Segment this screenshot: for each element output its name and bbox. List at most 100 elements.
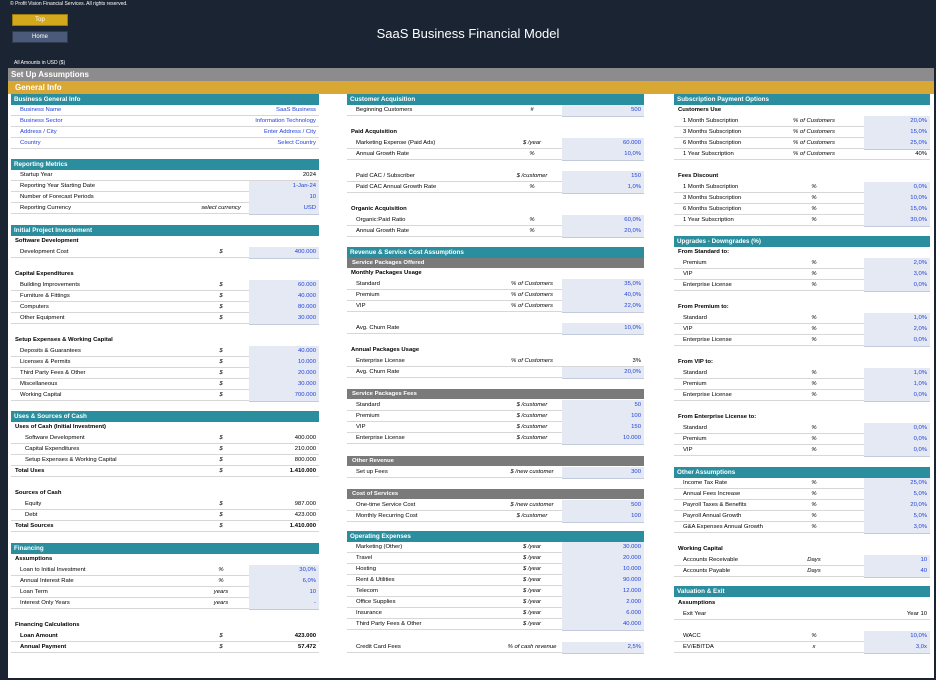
value-input[interactable]: 300 [562, 467, 644, 479]
row-unit: % [811, 370, 817, 376]
copyright-text: © Profit Vision Financial Services. All … [10, 1, 128, 7]
uses-title: Uses of Cash (Initial Investment) [15, 424, 106, 430]
row-unit: % [811, 633, 817, 639]
input-row: 6 Months Subscription% 15,0% [674, 204, 930, 216]
value-input[interactable]: 1,0% [562, 182, 644, 194]
input-row: Premium $ /customer 100 [347, 411, 644, 423]
row-unit: % [811, 425, 817, 431]
row-unit: select currency [201, 205, 241, 211]
value-input[interactable]: 10,0% [562, 323, 644, 335]
business-info-header: Business General Info [11, 94, 319, 105]
value-input[interactable]: 2,5% [562, 642, 644, 654]
row-unit: % of Customers [511, 303, 553, 309]
input-row: Business Name SaaS Business [11, 105, 319, 116]
row-label: VIP [356, 303, 366, 309]
value-input[interactable]: USD [249, 203, 319, 215]
value-input[interactable]: 22,0% [562, 301, 644, 313]
value-input[interactable]: 20,0% [562, 226, 644, 238]
input-row: Standard% of Customers 35,0% [347, 279, 644, 291]
value-input[interactable]: 10.000 [562, 433, 644, 445]
input-row: Equity $987.000 [11, 499, 319, 510]
row-unit: $ [219, 435, 223, 441]
value-cell: 987.000 [294, 501, 316, 507]
input-row: VIP% 2,0% [674, 324, 930, 336]
row-label: Building Improvements [20, 282, 80, 288]
value-cell: 2024 [302, 172, 316, 178]
home-button[interactable]: Home [12, 31, 68, 43]
input-row: Working Capital $700.000 [11, 390, 319, 402]
page-title: SaaS Business Financial Model [376, 26, 560, 41]
row-unit: % [218, 567, 224, 573]
value-input[interactable]: 0,0% [864, 335, 930, 347]
service-fees-header: Service Packages Fees [347, 389, 644, 399]
row-label: Setup Expenses & Working Capital [25, 457, 117, 463]
input-row: 1 Month Subscription% 0,0% [674, 182, 930, 194]
amounts-note: All Amounts in USD ($) [14, 60, 66, 66]
row-label: Organic:Paid Ratio [356, 217, 406, 223]
row-label: WACC [683, 633, 701, 639]
value-input[interactable]: - [249, 598, 319, 610]
input-row: Total Sources $1.410.000 [11, 521, 319, 532]
input-row: Enterprise License% 0,0% [674, 335, 930, 347]
input-row: Miscellaneous $30.000 [11, 379, 319, 391]
input-row: Avg. Churn Rate 20,0% [347, 367, 644, 379]
input-row: Payroll Taxes & Benefits% 20,0% [674, 500, 930, 512]
row-unit: $ /year [522, 566, 541, 572]
row-label: Enterprise License [683, 337, 732, 343]
input-row: Marketing (Other) $ /year 30.000 [347, 542, 644, 554]
value-cell: 1.410.000 [289, 468, 316, 474]
row-unit: $ /new customer [510, 502, 554, 508]
value-input[interactable]: 100 [562, 511, 644, 523]
row-label: Payroll Taxes & Benefits [683, 502, 747, 508]
row-label: Standard [356, 402, 380, 408]
row-label: Reporting Currency [20, 205, 72, 211]
value-input[interactable]: 700.000 [249, 390, 319, 402]
row-label: Avg. Churn Rate [356, 369, 400, 375]
input-row: Annual Payment $57.472 [11, 642, 319, 653]
row-label: Annual Payment [20, 644, 67, 650]
value-input[interactable]: 30,0% [864, 215, 930, 227]
value-input[interactable]: 20,0% [562, 367, 644, 379]
value-input[interactable]: 25,0% [864, 138, 930, 150]
value-cell: SaaS Business [276, 107, 316, 113]
value-input[interactable]: 500 [562, 105, 644, 117]
row-unit: $ [219, 512, 223, 518]
input-row: Accounts Payable Days 40 [674, 566, 930, 578]
input-row: Capital Expenditures $210.000 [11, 444, 319, 455]
value-input[interactable]: 0,0% [864, 445, 930, 457]
top-button[interactable]: Top [12, 14, 68, 26]
value-input[interactable]: 30.000 [249, 313, 319, 325]
value-input[interactable]: 3,0x [864, 642, 930, 654]
input-row: Premium% 2,0% [674, 258, 930, 270]
row-unit: % [811, 436, 817, 442]
software-dev-title: Software Development [15, 238, 79, 244]
value-input[interactable]: 0,0% [864, 280, 930, 292]
row-unit: % of Customers [793, 118, 835, 124]
input-row: Organic:Paid Ratio% 60,0% [347, 215, 644, 227]
row-unit: % [811, 315, 817, 321]
row-unit: $ [219, 446, 223, 452]
value-input[interactable]: 40 [864, 566, 930, 578]
value-input[interactable]: 400.000 [249, 247, 319, 259]
value-input[interactable]: 3,0% [864, 522, 930, 534]
row-unit: $ /customer [516, 402, 548, 408]
value-input[interactable]: 40.000 [562, 619, 644, 631]
row-label: Debt [25, 512, 38, 518]
input-row: 1 Year Subscription % of Customers 40% [674, 149, 930, 160]
value-cell: 57.472 [297, 644, 316, 650]
value-cell: Select Country [277, 140, 316, 146]
input-row: Deposits & Guarantees $40.000 [11, 346, 319, 358]
row-unit: % [811, 282, 817, 288]
row-label: Paid CAC Annual Growth Rate [356, 184, 437, 190]
row-unit: $ /year [522, 621, 541, 627]
row-unit: $ /year [522, 555, 541, 561]
row-label: 3 Months Subscription [683, 129, 742, 135]
reporting-metrics-header: Reporting Metrics [11, 159, 319, 170]
value-input[interactable]: 0,0% [864, 390, 930, 402]
row-unit: $ /customer [516, 173, 548, 179]
value-input[interactable]: 10,0% [562, 149, 644, 161]
input-row: Third Party Fees & Other $20.000 [11, 368, 319, 380]
row-unit: $ [219, 468, 223, 474]
value-cell: 1.410.000 [289, 523, 316, 529]
other-revenue-header: Other Revenue [347, 456, 644, 466]
